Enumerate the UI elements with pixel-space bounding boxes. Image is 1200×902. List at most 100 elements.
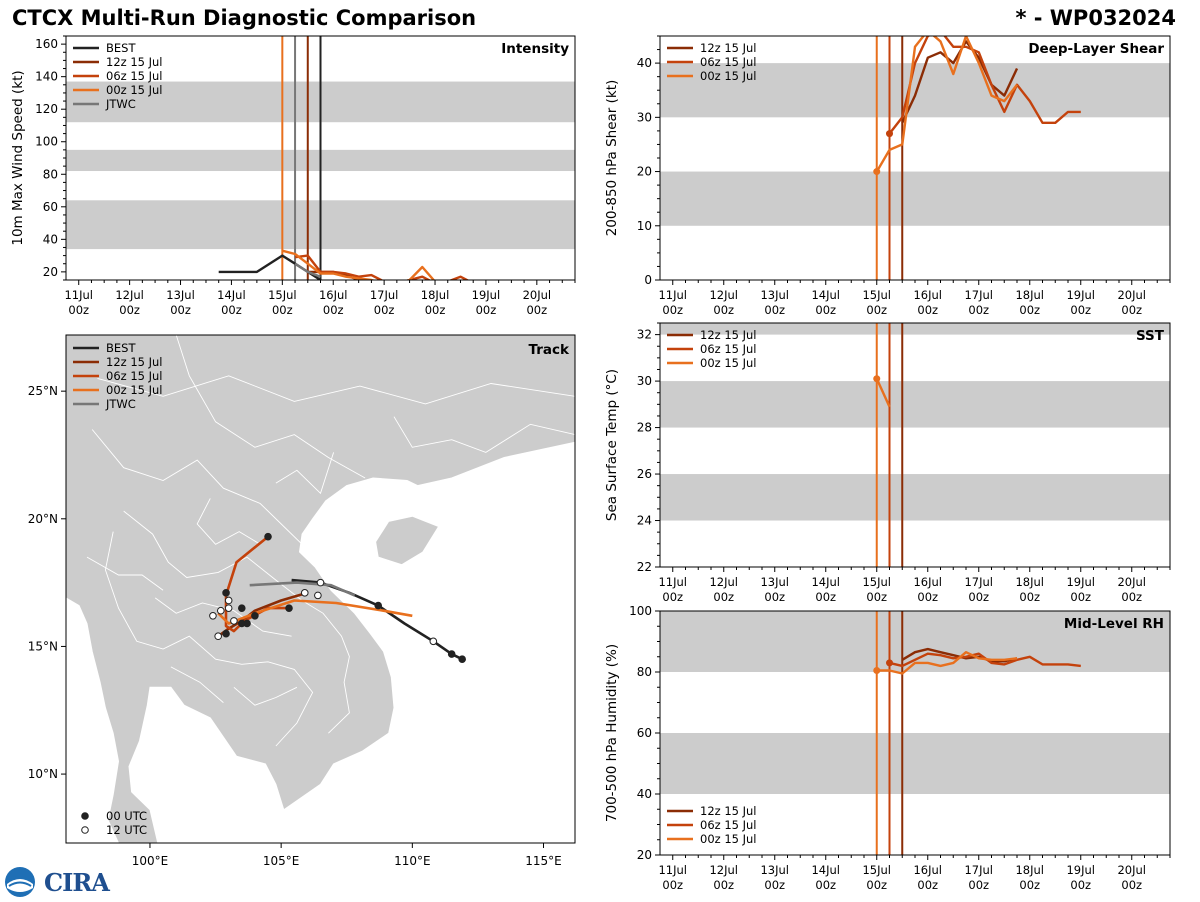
province-border [97, 375, 575, 405]
track-point-00utc [458, 655, 466, 664]
y-tick-label: 30 [637, 374, 652, 388]
panel-title: Mid-Level RH [1064, 616, 1164, 632]
x-tick-sublabel: 00z [1070, 878, 1091, 892]
legend-label: 00z 15 Jul [106, 83, 163, 97]
x-tick-sublabel: 00z [68, 303, 89, 317]
x-tick-sublabel: 00z [917, 590, 938, 604]
series-line-r00 [875, 36, 1018, 173]
panel-shear: 01020304011Jul00z12Jul00z13Jul00z14Jul00… [604, 35, 1171, 317]
series-line-jtwc [294, 262, 321, 278]
panel-track: 100°E 105°E 110°E 115°E 10°N 15°N 20°N 25°N Trac… [28, 334, 576, 868]
x-tick-label: 15Jul [862, 575, 891, 589]
x-tick-sublabel: 00z [221, 303, 242, 317]
x-tick-sublabel: 00z [815, 590, 836, 604]
province-border [275, 452, 335, 495]
x-tick-label: 12Jul [709, 863, 738, 877]
cira-logo-text: CIRA [44, 868, 110, 897]
x-tick-label: 19Jul [1066, 863, 1095, 877]
x-tick-sublabel: 00z [1121, 878, 1142, 892]
lon-tick-label: 105°E [263, 854, 300, 868]
init-marker [873, 375, 881, 383]
legend-label: 06z 15 Jul [106, 369, 163, 383]
cira-logo: CIRA [4, 866, 114, 898]
legend-label: 06z 15 Jul [106, 69, 163, 83]
x-tick-label: 13Jul [760, 575, 789, 589]
legend-label: 12z 15 Jul [700, 804, 757, 818]
y-tick-label: 24 [637, 514, 652, 528]
track-point-12utc [209, 612, 217, 620]
track-point-12utc [429, 637, 438, 646]
legend-label: BEST [106, 41, 136, 55]
x-tick-label: 13Jul [760, 863, 789, 877]
x-tick-sublabel: 00z [764, 303, 785, 317]
panel-title: Intensity [501, 41, 569, 57]
track-point-12utc [216, 606, 225, 615]
shaded-band [660, 733, 1170, 794]
x-tick-label: 14Jul [217, 288, 246, 302]
lon-tick-label: 110°E [394, 854, 431, 868]
province-border [104, 531, 314, 747]
x-tick-sublabel: 00z [764, 590, 785, 604]
legend-label: 00z 15 Jul [700, 832, 757, 846]
y-axis-label: 10m Max Wind Speed (kt) [10, 70, 26, 245]
x-tick-sublabel: 00z [662, 590, 683, 604]
province-border [123, 510, 350, 734]
x-tick-sublabel: 00z [425, 303, 446, 317]
y-tick-label: 160 [35, 37, 58, 51]
x-tick-sublabel: 00z [1121, 590, 1142, 604]
y-tick-label: 20 [43, 265, 58, 279]
legend-label: BEST [106, 341, 136, 355]
track-point-12utc [214, 632, 222, 641]
y-tick-label: 0 [644, 273, 652, 287]
series-line-r06 [294, 254, 470, 280]
lon-tick-label: 100°E [132, 854, 169, 868]
y-tick-label: 80 [43, 167, 58, 181]
province-border [175, 335, 366, 479]
panel-frame [65, 334, 576, 844]
track-point-12utc [316, 578, 325, 587]
x-tick-label: 14Jul [811, 288, 840, 302]
panel-title: Track [529, 342, 570, 358]
x-tick-label: 12Jul [115, 288, 144, 302]
y-tick-label: 100 [35, 135, 58, 149]
x-tick-label: 15Jul [268, 288, 297, 302]
y-axis-label: 700-500 hPa Humidity (%) [604, 644, 620, 822]
x-tick-label: 12Jul [709, 288, 738, 302]
legend-label: 12z 15 Jul [700, 328, 757, 342]
x-tick-sublabel: 00z [1019, 878, 1040, 892]
x-tick-sublabel: 00z [170, 303, 191, 317]
x-tick-label: 12Jul [709, 575, 738, 589]
x-tick-sublabel: 00z [713, 590, 734, 604]
legend-label: 00z 15 Jul [700, 356, 757, 370]
x-tick-sublabel: 00z [1019, 303, 1040, 317]
legend-label: 00z 15 Jul [700, 69, 757, 83]
lon-tick-label: 115°E [525, 854, 562, 868]
series-line-r00 [282, 249, 436, 280]
x-tick-sublabel: 00z [866, 590, 887, 604]
x-tick-label: 19Jul [1066, 288, 1095, 302]
init-marker [873, 168, 881, 176]
x-tick-label: 19Jul [472, 288, 501, 302]
marker-legend-label: 00 UTC [106, 809, 147, 823]
x-tick-label: 18Jul [1015, 575, 1044, 589]
track-point-00utc [251, 612, 259, 620]
x-tick-label: 11Jul [64, 288, 93, 302]
legend-label: JTWC [105, 97, 136, 111]
x-tick-sublabel: 00z [476, 303, 497, 317]
series-line-best [218, 254, 322, 280]
x-tick-sublabel: 00z [815, 303, 836, 317]
y-tick-label: 22 [637, 560, 652, 574]
shaded-band [660, 171, 1170, 226]
panel-sst: 22242628303211Jul00z12Jul00z13Jul00z14Ju… [604, 322, 1171, 604]
x-tick-sublabel: 00z [713, 303, 734, 317]
shaded-band [660, 474, 1170, 521]
track-point-12utc [224, 604, 233, 612]
init-marker [873, 666, 881, 674]
legend-label: 12z 15 Jul [700, 41, 757, 55]
track-point-00utc [237, 604, 246, 612]
panel-title: SST [1136, 328, 1165, 344]
x-tick-label: 14Jul [811, 863, 840, 877]
province-border [170, 666, 224, 703]
x-tick-label: 17Jul [964, 288, 993, 302]
